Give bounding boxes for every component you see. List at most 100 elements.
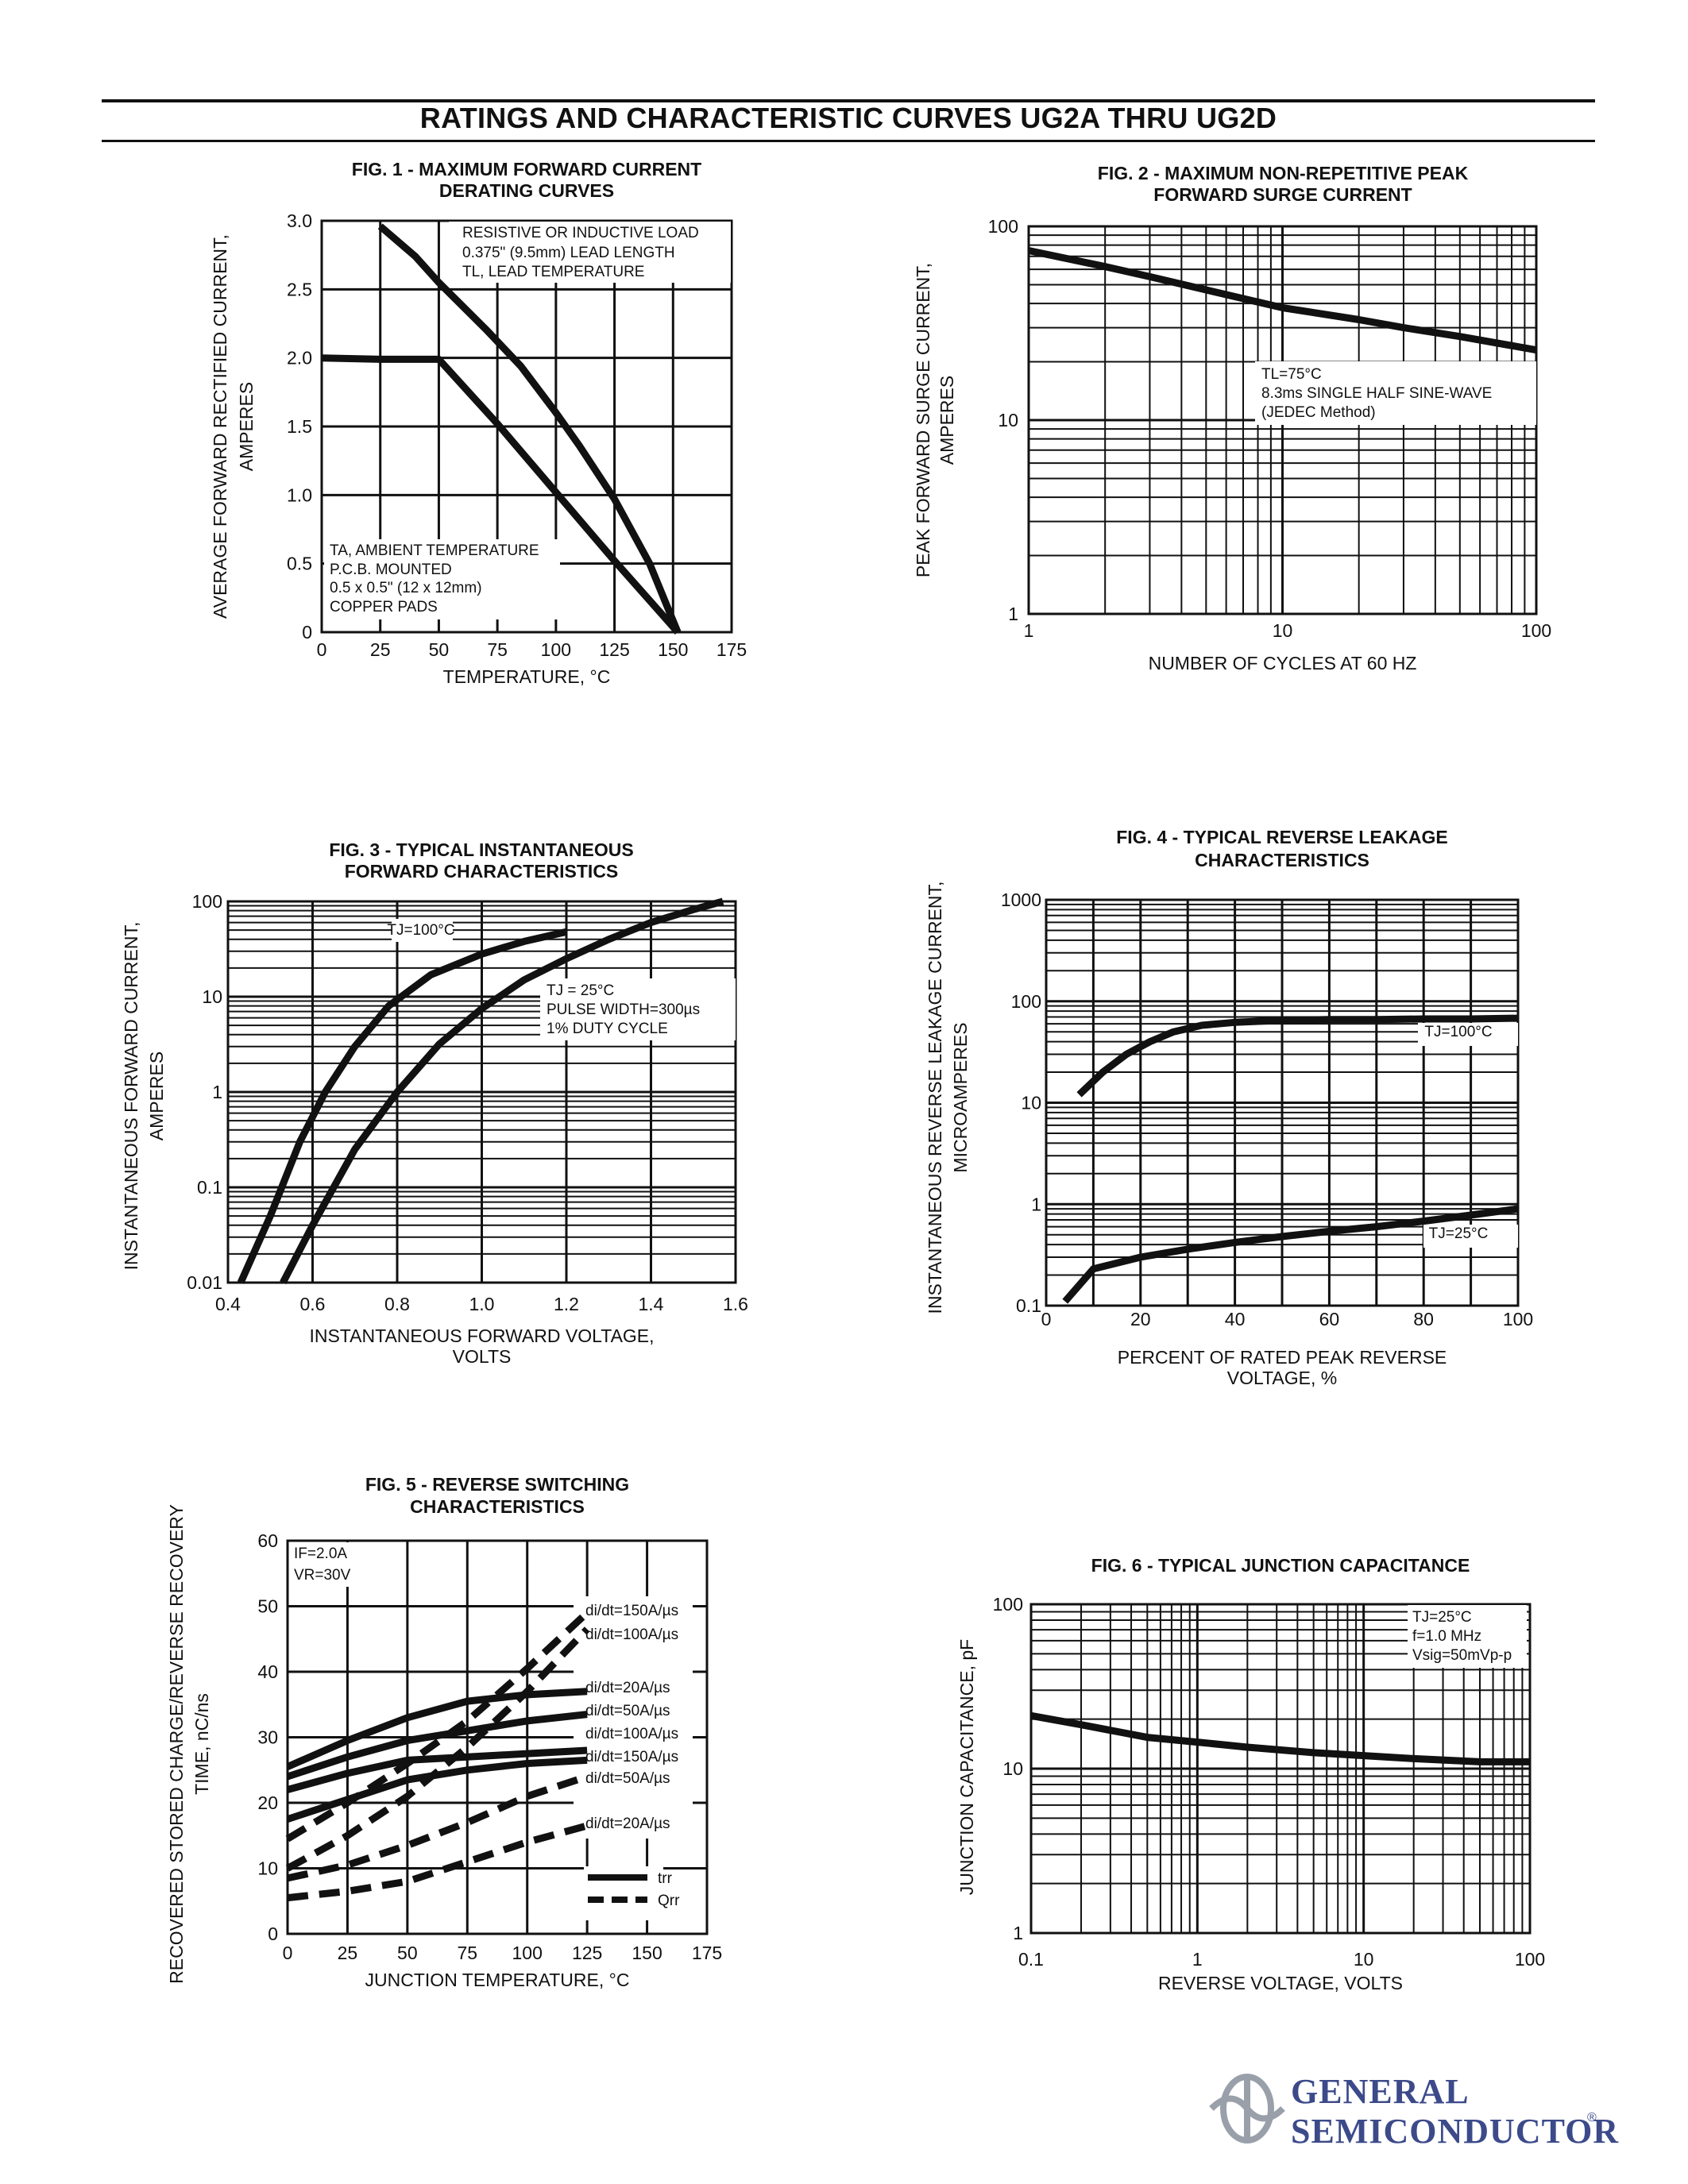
fig5-curve-label: di/dt=100A/µs <box>585 1626 678 1643</box>
fig2-annotation-text: (JEDEC Method) <box>1261 404 1376 421</box>
fig5-curve-label: di/dt=150A/µs <box>585 1749 678 1765</box>
fig5-annotation-text: VR=30V <box>294 1567 351 1584</box>
fig3-annotation-bg <box>540 978 736 1040</box>
fig5-xtick-label: 175 <box>692 1943 722 1963</box>
fig2-annotation-text: TL=75°C <box>1261 366 1322 383</box>
fig1-xtick-label: 100 <box>541 639 571 660</box>
logo-registered-mark: ® <box>1587 2111 1597 2124</box>
fig6-annotation-text: f=1.0 MHz <box>1412 1628 1481 1645</box>
fig1-annotation-text: 0.5 x 0.5" (12 x 12mm) <box>330 580 482 596</box>
fig1-annotation-text: P.C.B. MOUNTED <box>330 561 452 578</box>
fig1-yaxis-label: AMPERES <box>236 382 257 471</box>
fig3-xtick-label: 1.4 <box>639 1294 664 1314</box>
fig4-chart: FIG. 4 - TYPICAL REVERSE LEAKAGE CHARACTE… <box>925 827 1533 1388</box>
fig3-title-line: FORWARD CHARACTERISTICS <box>345 861 619 882</box>
fig5-ytick-label: 20 <box>257 1792 278 1813</box>
fig3-title-line: FIG. 3 - TYPICAL INSTANTANEOUS <box>329 839 633 860</box>
fig5-series-2-line <box>286 1711 588 1781</box>
fig4-xaxis-label: VOLTAGE, % <box>1227 1368 1337 1388</box>
fig4-series-1-line <box>1076 1014 1519 1098</box>
fig3-xtick-label: 0.4 <box>215 1294 241 1314</box>
fig3-annotation-text: PULSE WIDTH=300µs <box>547 1001 700 1018</box>
fig5-plot-frame <box>286 1539 709 1935</box>
fig1-title-line: DERATING CURVES <box>439 180 614 201</box>
fig6-annotation-bg <box>1408 1605 1527 1668</box>
fig3-xaxis-label: INSTANTANEOUS FORWARD VOLTAGE, <box>309 1325 654 1346</box>
fig6-ytick-label: 100 <box>993 1594 1023 1615</box>
fig5-xaxis-label: JUNCTION TEMPERATURE, °C <box>365 1970 630 1990</box>
fig1-ytick-label: 0.5 <box>287 554 312 574</box>
fig6-xtick-label: 0.1 <box>1018 1949 1044 1970</box>
fig5-xtick-label: 75 <box>457 1943 477 1963</box>
fig2-yaxis-label: PEAK FORWARD SURGE CURRENT, <box>913 263 933 577</box>
fig5-xtick-label: 50 <box>397 1943 418 1963</box>
fig1-xtick-label: 0 <box>317 639 327 660</box>
fig1-annotation-text: TL, LEAD TEMPERATURE <box>462 264 644 280</box>
fig2-ytick-label: 1 <box>1008 604 1018 624</box>
fig6-series-1-line <box>1030 1711 1530 1765</box>
fig3-xtick-label: 1.0 <box>469 1294 495 1314</box>
fig3-annotation-text: 1% DUTY CYCLE <box>547 1021 668 1037</box>
fig4-annotation-bg <box>1418 1023 1518 1046</box>
fig4-ytick-label: 1000 <box>1001 889 1041 910</box>
fig4-annotation-text: TJ=100°C <box>1424 1024 1492 1040</box>
fig1-xaxis-label: TEMPERATURE, °C <box>443 666 611 687</box>
fig3-xtick-label: 0.6 <box>300 1294 326 1314</box>
fig3-annotation-text: TJ = 25°C <box>547 982 614 999</box>
fig4-xtick-label: 60 <box>1319 1309 1340 1329</box>
fig3-ytick-label: 0.01 <box>187 1272 222 1293</box>
fig5-series-5-line <box>285 1610 590 1843</box>
fig1-ytick-label: 1.5 <box>287 416 312 437</box>
fig5-series-8-line <box>287 1822 589 1902</box>
fig1-yaxis-label: AVERAGE FORWARD RECTIFIED CURRENT, <box>210 234 230 619</box>
fig4-group: FIG. 4 - TYPICAL REVERSE LEAKAGE CHARACTE… <box>925 827 1533 1388</box>
fig1-chart: FIG. 1 - MAXIMUM FORWARD CURRENTDERATING… <box>210 159 747 687</box>
fig5-ytick-label: 30 <box>257 1727 278 1748</box>
fig2-title-line: FORWARD SURGE CURRENT <box>1153 184 1412 205</box>
fig4-yaxis-label: INSTANTANEOUS REVERSE LEAKAGE CURRENT, <box>925 882 945 1314</box>
fig1-annotation-text: RESISTIVE OR INDUCTIVE LOAD <box>462 225 699 241</box>
fig3-ytick-label: 1 <box>212 1082 222 1102</box>
fig5-title-line: FIG. 5 - REVERSE SWITCHING <box>365 1474 629 1495</box>
fig3-xtick-label: 0.8 <box>384 1294 410 1314</box>
fig3-ytick-label: 100 <box>192 891 222 912</box>
fig2-yaxis-label: AMPERES <box>937 376 957 465</box>
fig3-plot-frame <box>226 900 737 1284</box>
fig5-group: FIG. 5 - REVERSE SWITCHINGCHARACTERISTIC… <box>166 1474 722 1990</box>
fig1-xtick-label: 25 <box>370 639 391 660</box>
fig1-annotation-text: COPPER PADS <box>330 599 438 615</box>
fig1-xtick-label: 175 <box>717 639 747 660</box>
fig5-series-3-line <box>286 1746 588 1793</box>
fig5-ytick-label: 0 <box>268 1924 278 1944</box>
fig4-title-line: FIG. 4 - TYPICAL REVERSE LEAKAGE <box>1116 827 1447 847</box>
fig2-annotation-text: 8.3ms SINGLE HALF SINE-WAVE <box>1261 385 1492 402</box>
fig2-xtick-label: 100 <box>1521 620 1551 641</box>
fig5-annotation-bg <box>289 1542 353 1587</box>
fig5-curve-label: di/dt=20A/µs <box>585 1680 670 1696</box>
fig5-xtick-label: 100 <box>512 1943 543 1963</box>
fig4-ytick-label: 100 <box>1011 991 1041 1012</box>
fig4-annotation-bg <box>1423 1225 1518 1248</box>
fig4-ytick-label: 1 <box>1031 1194 1041 1214</box>
fig5-series-6-line <box>285 1626 590 1872</box>
fig3-yaxis-label: AMPERES <box>146 1051 167 1140</box>
fig5-legend-label: Qrr <box>658 1893 680 1909</box>
fig1-ytick-label: 0 <box>302 622 312 642</box>
fig2-title-line: FIG. 2 - MAXIMUM NON-REPETITIVE PEAK <box>1098 163 1469 183</box>
fig6-yaxis-label: JUNCTION CAPACITANCE, pF <box>956 1639 977 1895</box>
fig4-xaxis-label: PERCENT OF RATED PEAK REVERSE <box>1118 1347 1447 1368</box>
fig1-xtick-label: 125 <box>599 639 629 660</box>
fig1-ytick-label: 2.0 <box>287 348 312 369</box>
fig3-series-1-line <box>237 928 567 1284</box>
fig6-annotation-text: TJ=25°C <box>1412 1609 1472 1626</box>
fig5-curve-label: di/dt=150A/µs <box>585 1603 678 1619</box>
fig6-ytick-label: 10 <box>1002 1758 1023 1779</box>
fig5-yaxis-label: TIME, nC/ns <box>191 1693 212 1795</box>
fig4-xtick-label: 80 <box>1413 1309 1434 1329</box>
fig3-xtick-label: 1.2 <box>554 1294 579 1314</box>
fig1-xtick-label: 150 <box>658 639 688 660</box>
fig4-title-line: CHARACTERISTICS <box>1195 850 1369 870</box>
fig4-ytick-label: 10 <box>1021 1093 1041 1113</box>
